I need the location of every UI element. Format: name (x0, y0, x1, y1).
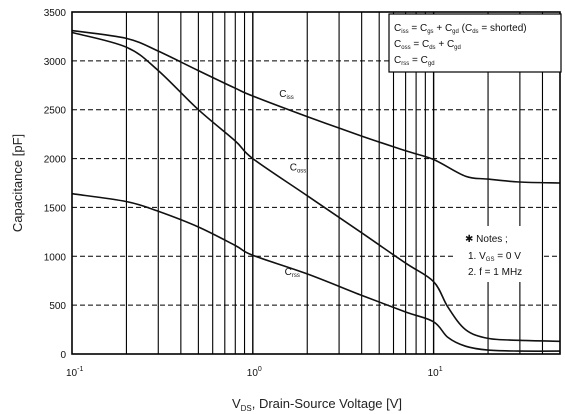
legend: Ciss = Cgs + Cgd (Cds = shorted) Coss = … (388, 13, 562, 73)
y-tick-label: 1000 (44, 252, 67, 263)
plot-frame (71, 11, 561, 355)
x-tick-label: 100 (247, 366, 262, 379)
x-tick-label: 10-1 (66, 366, 83, 379)
notes: ✱ Notes ; 1. VGS = 0 V 2. f = 1 MHz (455, 226, 541, 282)
legend-entry-iss: Ciss = Cgs + Cgd (Cds = shorted) (394, 23, 527, 35)
y-tick-label: 3000 (44, 57, 67, 68)
series-line-c-iss (71, 29, 561, 184)
y-tick-label: 1500 (44, 203, 67, 214)
y-tick-labels: 0 500 1000 1500 2000 2500 3000 3500 (44, 8, 67, 361)
notes-line-1: 1. VGS = 0 V (468, 251, 521, 263)
y-tick-label: 2000 (44, 155, 67, 166)
legend-box (388, 13, 562, 73)
series-lines (71, 29, 561, 352)
series-line-c-rss (71, 192, 561, 352)
notes-title: ✱ Notes ; (465, 234, 508, 245)
y-tick-label: 2500 (44, 106, 67, 117)
y-tick-label: 0 (60, 350, 66, 361)
legend-entry-rss: Crss = Cgd (394, 55, 435, 67)
y-tick-label: 3500 (44, 8, 67, 19)
series-label-c-iss: Ciss (279, 89, 294, 101)
x-tick-label: 101 (428, 366, 443, 379)
x-axis-title: VDS, Drain-Source Voltage [V] (232, 396, 402, 413)
x-tick-labels: 10-1 100 101 (66, 366, 443, 379)
series-label-c-oss: Coss (290, 162, 307, 174)
notes-box (455, 226, 541, 282)
grid-lines (72, 12, 560, 354)
series-label-c-rss: Crss (285, 267, 300, 279)
series-line-c-oss (71, 31, 561, 343)
y-tick-label: 500 (49, 301, 66, 312)
y-axis-title: Capacitance [pF] (10, 134, 25, 232)
legend-entry-oss: Coss = Cds + Cgd (394, 39, 461, 51)
series-labels: Ciss Coss Crss (279, 89, 306, 279)
notes-line-2: 2. f = 1 MHz (468, 267, 522, 278)
